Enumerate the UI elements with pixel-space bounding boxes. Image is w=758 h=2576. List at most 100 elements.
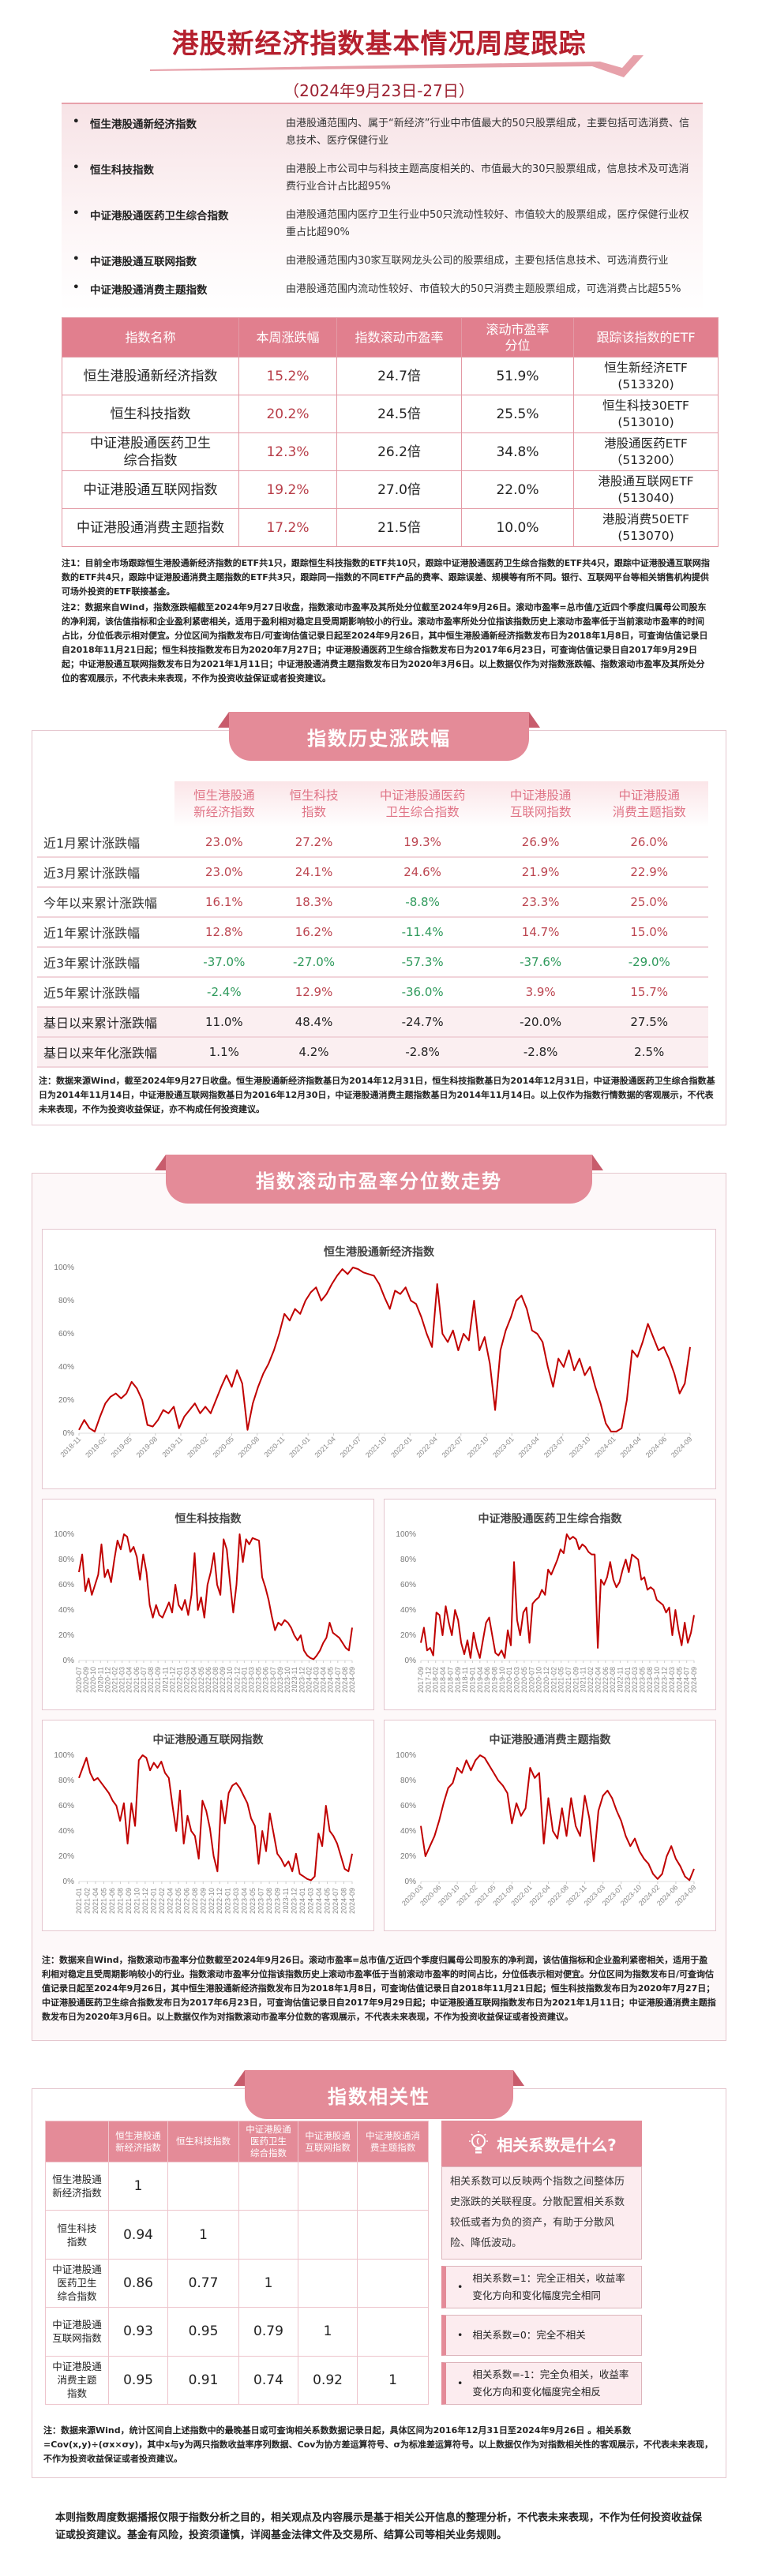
svg-text:60%: 60% <box>58 1330 74 1339</box>
blank-header <box>37 781 174 827</box>
intro-index-name: 中证港股通医药卫生综合指数 <box>90 210 229 223</box>
table-row: 近3月累计涨跌幅 23.0% 24.1% 24.6% 21.9% 22.9% <box>37 857 708 888</box>
svg-text:2024-05: 2024-05 <box>327 1667 335 1693</box>
correlation-matrix: 恒生港股通 新经济指数 恒生科技指数 中证港股通 医药卫生 综合指数 中证港股通 互联网指数中… <box>45 2121 429 2406</box>
correlation-col-header: 恒生港股通 新经济指数 <box>107 2121 169 2162</box>
bullet-icon: • <box>73 253 80 265</box>
svg-text:2021-04: 2021-04 <box>126 1667 133 1693</box>
svg-text:2019-01: 2019-01 <box>468 1667 476 1693</box>
svg-text:2024-05: 2024-05 <box>324 1888 332 1914</box>
svg-text:2023-12: 2023-12 <box>661 1667 669 1693</box>
chart-hstech: 恒生科技指数 0% 20% 40% 60% 80% 100% 2020-07 2020-09 20… <box>42 1499 374 1710</box>
correlation-cell <box>357 2258 429 2308</box>
svg-text:2020-05: 2020-05 <box>211 1435 235 1458</box>
return-cell: -2.8% <box>354 1037 491 1068</box>
svg-text:100%: 100% <box>54 1264 74 1272</box>
return-cell: 18.3% <box>273 887 355 918</box>
svg-text:2019-10: 2019-10 <box>498 1667 506 1693</box>
weekly-change-cell: 20.2% <box>238 395 337 433</box>
svg-text:2021-02: 2021-02 <box>550 1667 557 1693</box>
col-header-weekly: 本周涨跌幅 <box>238 317 337 358</box>
return-cell: -37.6% <box>490 947 591 978</box>
svg-text:2023-07: 2023-07 <box>257 1888 265 1914</box>
weekly-summary-table: 指数名称 本周涨跌幅 指数滚动市盈率 滚动市盈率 分位 跟踪该指数的ETF 恒生港… <box>62 317 719 547</box>
correlation-cell: 1 <box>238 2258 299 2308</box>
table-row: 中证港股通医药卫生 综合指数 12.3% 26.2倍 34.8% 港股通医药ETF （513… <box>62 432 719 471</box>
return-cell: -24.7% <box>354 1007 491 1038</box>
pe-percentile-line <box>78 1267 691 1432</box>
return-cell: 12.9% <box>273 977 355 1008</box>
pe-percentile-cell: 10.0% <box>461 508 574 547</box>
svg-text:2022-06: 2022-06 <box>205 1667 212 1693</box>
correlation-row-label: 中证港股通 消费主题 指数 <box>45 2355 109 2406</box>
chart-title: 恒生港股通新经济指数 <box>324 1246 434 1259</box>
return-cell: -36.0% <box>354 977 491 1008</box>
svg-text:2024-09: 2024-09 <box>348 1667 356 1693</box>
svg-text:2021-11: 2021-11 <box>161 1667 169 1692</box>
svg-text:2024-09: 2024-09 <box>348 1888 356 1914</box>
chart-title: 中证港股通医药卫生综合指数 <box>478 1513 622 1526</box>
svg-text:2024-04: 2024-04 <box>320 1667 328 1693</box>
intro-item: • 中证港股通医药卫生综合指数 由港股通范围内医疗卫生行业中50只流动性较好、市值… <box>73 204 692 249</box>
svg-text:2021-10: 2021-10 <box>364 1435 388 1458</box>
return-cell: 23.0% <box>174 857 274 888</box>
svg-text:2022-01: 2022-01 <box>175 1667 183 1693</box>
summary-note-1: 注1：目前全市场跟踪恒生港股通新经济指数的ETF共1只，跟踪恒生科技指数的ETF… <box>62 558 710 597</box>
svg-text:2024-06: 2024-06 <box>644 1435 668 1458</box>
svg-text:2023-12: 2023-12 <box>298 1667 306 1693</box>
svg-text:2022-08: 2022-08 <box>609 1667 617 1693</box>
svg-text:2021-04: 2021-04 <box>313 1435 336 1458</box>
svg-text:2024-04: 2024-04 <box>315 1888 323 1914</box>
bullet-icon: • <box>73 281 80 294</box>
svg-text:2019-11: 2019-11 <box>160 1435 184 1458</box>
svg-text:2022-08: 2022-08 <box>191 1888 199 1914</box>
header: 港股新经济指数基本情况周度跟踪 （2024年9月23日-27日） <box>0 0 758 100</box>
pe-cell: 27.0倍 <box>336 470 462 509</box>
weekly-change-cell: 12.3% <box>238 432 337 471</box>
weekly-change-cell: 15.2% <box>238 357 337 395</box>
svg-text:2018-09: 2018-09 <box>454 1667 462 1693</box>
return-cell: -2.8% <box>490 1037 591 1068</box>
pe-percentile-cell: 51.9% <box>461 357 574 395</box>
etf-cell: 港股消费50ETF (513070) <box>573 508 719 547</box>
correlation-col-header: 恒生科技指数 <box>167 2121 239 2162</box>
svg-text:0%: 0% <box>405 1878 417 1886</box>
correlation-row-label: 恒生科技 指数 <box>45 2210 109 2260</box>
svg-text:2019-08: 2019-08 <box>491 1667 499 1693</box>
return-cell: 4.2% <box>273 1037 355 1068</box>
svg-text:2022-02: 2022-02 <box>587 1667 595 1693</box>
svg-text:2023-03: 2023-03 <box>631 1667 639 1693</box>
return-cell: -20.0% <box>490 1007 591 1038</box>
correlation-explainer: 相关系数是什么? 相关系数可以反映两个指数之间整体历史涨跌的关联程度。分散配置相… <box>441 2121 642 2405</box>
svg-text:2024-07: 2024-07 <box>334 1667 342 1693</box>
date-range-subtitle: （2024年9月23日-27日） <box>283 81 475 100</box>
svg-text:2020-01: 2020-01 <box>505 1667 513 1693</box>
intro-index-desc: 由港股通范围内医疗卫生行业中50只流动性较好、市值较大的股票组成，医疗保健行业权… <box>286 209 689 238</box>
svg-text:2023-10: 2023-10 <box>283 1667 291 1693</box>
correlation-cell <box>238 2210 299 2260</box>
svg-text:2023-03: 2023-03 <box>232 1888 240 1914</box>
svg-text:20%: 20% <box>400 1631 416 1640</box>
intro-index-name: 恒生科技指数 <box>90 164 154 177</box>
index-name-cell: 中证港股通互联网指数 <box>62 470 239 509</box>
chart-new-economy: 恒生港股通新经济指数 0% 20% 40% 60% 80% 100% 2018-11 2019-… <box>42 1229 716 1489</box>
table-row: 近1年累计涨跌幅 12.8% 16.2% -11.4% 14.7% 15.0% <box>37 917 708 948</box>
etf-cell: 港股通医药ETF （513200） <box>573 432 719 471</box>
period-label: 近1月累计涨跌幅 <box>37 827 174 858</box>
return-cell: 19.3% <box>354 827 491 858</box>
svg-text:80%: 80% <box>58 1556 74 1564</box>
explainer-item: • 相关系数=0：完全不相关 <box>441 2315 642 2356</box>
bullet-icon: • <box>73 115 80 128</box>
svg-text:2022-01: 2022-01 <box>149 1888 157 1914</box>
svg-text:2022-11: 2022-11 <box>616 1667 624 1692</box>
svg-text:2018-11: 2018-11 <box>461 1667 469 1692</box>
svg-text:2020-10: 2020-10 <box>535 1667 543 1693</box>
history-table: 恒生港股通 新经济指数 恒生科技 指数 中证港股通医药 卫生综合指数 中证港股通 互联网指数中… <box>37 781 708 1068</box>
svg-text:2021-05: 2021-05 <box>99 1888 107 1914</box>
return-cell: 27.2% <box>273 827 355 858</box>
correlation-cell <box>298 2210 358 2260</box>
svg-text:2021-08: 2021-08 <box>116 1888 124 1914</box>
intro-item: • 恒生科技指数 由港股上市公司中与科技主题高度相关的、市值最大的30只股票组成，… <box>73 158 692 204</box>
history-col-header: 中证港股通医药 卫生综合指数 <box>354 781 491 827</box>
chart-healthcare: 中证港股通医药卫生综合指数 0% 20% 40% 60% 80% 100% 2017-09 20… <box>384 1499 716 1710</box>
